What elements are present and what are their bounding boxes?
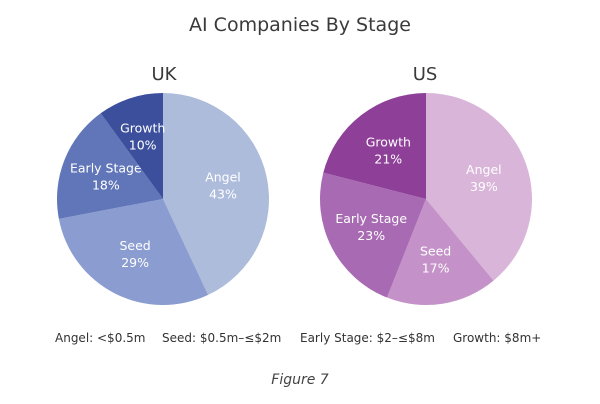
us-slice-angel [426,93,532,281]
figure-caption: Figure 7 [271,372,329,388]
uk-slice-name-seed: Seed [119,238,150,253]
us-slice-value-angel: 39% [470,179,498,194]
uk-slice-value-angel: 43% [209,187,237,202]
uk-pie: Angel 43% Seed 29% Early Stage 18% Growth 10% [56,93,270,305]
us-slice-name-early-stage: Early Stage [335,211,407,226]
uk-slice-value-early-stage: 18% [92,177,120,192]
uk-slice-label-early-stage: Early Stage 18% [70,160,142,192]
uk-slice-angel [163,93,270,295]
us-slice-value-early-stage: 23% [357,228,385,243]
us-slice-name-seed: Seed [420,244,451,259]
uk-slice-value-seed: 29% [121,255,149,270]
us-slice-growth [323,93,426,199]
us-slice-name-angel: Angel [466,162,502,177]
uk-slice-label-angel: Angel 43% [205,170,241,202]
uk-slice-label-seed: Seed 29% [119,238,150,270]
legend-seed: Seed: $0.5m–≤$2m [162,331,282,345]
us-slice-label-early-stage: Early Stage 23% [335,211,407,243]
us-slice-label-growth: Growth 21% [366,134,411,166]
uk-slice-value-growth: 10% [129,137,157,152]
uk-slice-seed [58,199,209,305]
uk-slice-early-stage [56,113,163,219]
uk-slice-growth [100,93,163,199]
uk-slice-name-growth: Growth [120,120,165,135]
us-slice-name-growth: Growth [366,134,411,149]
legend-early-stage: Early Stage: $2–≤$8m [300,331,435,345]
us-slice-early-stage [319,172,426,298]
chart-main-title: AI Companies By Stage [189,14,411,36]
us-slice-label-angel: Angel 39% [466,162,502,194]
us-slice-value-seed: 17% [422,261,450,276]
us-pie: Angel 39% Seed 17% Early Stage 23% Growth 21% [319,93,532,305]
uk-slice-name-angel: Angel [205,170,241,185]
legend-growth: Growth: $8m+ [453,331,542,345]
us-pie-title: US [412,64,438,85]
uk-slice-name-early-stage: Early Stage [70,160,142,175]
us-slice-label-seed: Seed 17% [420,244,451,276]
legend-angel: Angel: <$0.5m [55,331,146,345]
uk-pie-title: UK [151,64,177,85]
us-slice-seed [386,199,494,305]
uk-slice-label-growth: Growth 10% [120,120,165,152]
us-slice-value-growth: 21% [374,151,402,166]
